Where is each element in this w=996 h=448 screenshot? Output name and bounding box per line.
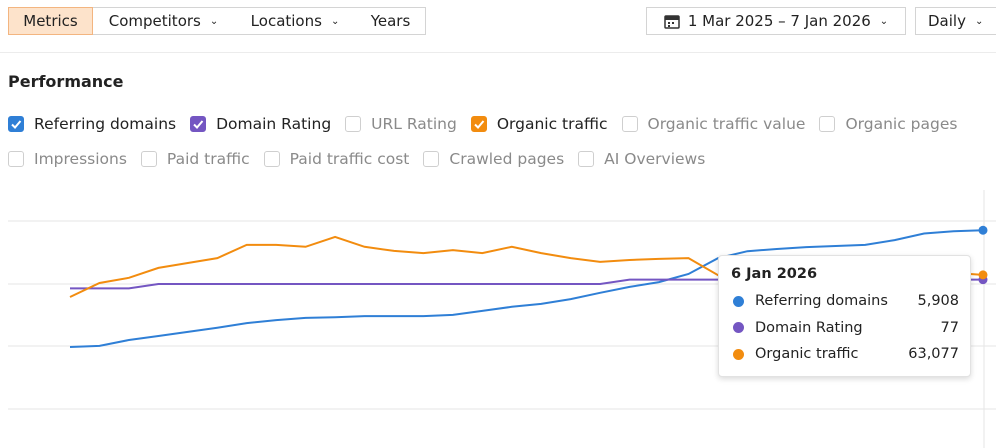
series-line <box>69 229 984 348</box>
checkbox[interactable] <box>190 116 207 132</box>
tooltip-row: Domain Rating 77 <box>733 320 959 336</box>
metric-toggle[interactable]: URL Rating <box>345 115 457 133</box>
tab-label: Locations <box>250 12 322 30</box>
tooltip-series: Domain Rating <box>755 319 863 336</box>
metric-toggle[interactable]: Paid traffic <box>140 150 250 168</box>
metric-label: Domain Rating <box>216 115 332 133</box>
metric-toggle[interactable]: AI Overviews <box>578 150 705 168</box>
checkbox[interactable] <box>578 151 595 167</box>
legend-dot <box>733 348 744 360</box>
chevron: ⌄ <box>330 15 340 27</box>
metric-toggle[interactable]: Domain Rating <box>190 115 331 133</box>
end-point <box>978 270 988 280</box>
legend-dot <box>733 295 744 307</box>
divider <box>0 52 996 53</box>
chevron: ⌄ <box>974 15 984 27</box>
section-title: Performance <box>8 72 124 91</box>
tooltip-series: Organic traffic <box>755 346 859 362</box>
metric-label: Paid traffic <box>166 150 250 168</box>
metric-toggle[interactable]: Paid traffic cost <box>263 150 410 168</box>
metric-label: Referring domains <box>34 115 177 133</box>
metric-row: Impressions Paid traffic Paid traffic cost… <box>8 150 705 168</box>
end-point <box>978 225 988 235</box>
tab[interactable]: Years <box>356 7 426 35</box>
legend-dot <box>733 322 744 333</box>
metric-label: Organic traffic <box>496 115 608 133</box>
check-icon <box>193 120 204 129</box>
checkbox[interactable] <box>345 116 362 132</box>
checkbox[interactable] <box>621 116 638 132</box>
tab[interactable]: Locations ⌄ <box>234 7 357 35</box>
tab-label: Years <box>370 12 411 30</box>
chevron: ⌄ <box>209 15 219 27</box>
checkbox[interactable] <box>819 116 836 132</box>
metric-label: URL Rating <box>371 115 457 133</box>
checkbox[interactable] <box>8 151 24 167</box>
metric-toggle[interactable]: Referring domains <box>8 115 176 133</box>
tab[interactable]: Competitors ⌄ <box>93 7 235 35</box>
tooltip: 6 Jan 2026 Referring domains 5,908 Domain … <box>718 255 971 377</box>
tab-label: Competitors <box>108 12 201 30</box>
date-range: 1 Mar 2025 – 7 Jan 2026 <box>687 12 871 30</box>
tooltip-value: 63,077 <box>908 346 959 362</box>
check-icon <box>11 120 22 129</box>
metric-toggle[interactable]: Organic traffic value <box>621 115 806 133</box>
chevron: ⌄ <box>879 15 889 27</box>
metric-toggle[interactable]: Impressions <box>8 150 127 168</box>
checkbox[interactable] <box>470 116 487 132</box>
metric-label: Paid traffic cost <box>289 150 410 168</box>
metric-label: Crawled pages <box>449 150 565 168</box>
calendar-icon <box>664 15 680 29</box>
tooltip-value: 77 <box>940 319 959 336</box>
metric-toggle[interactable]: Organic pages <box>819 115 957 133</box>
checkbox[interactable] <box>140 151 157 167</box>
metric-label: Impressions <box>34 150 127 168</box>
metric-toggle[interactable]: Organic traffic <box>470 115 608 133</box>
tooltip-date: 6 Jan 2026 <box>731 266 818 282</box>
checkbox[interactable] <box>263 151 280 167</box>
tooltip-row: Organic traffic 63,077 <box>733 346 959 362</box>
checkbox[interactable] <box>423 151 440 167</box>
tooltip-row: Referring domains 5,908 <box>733 293 959 309</box>
tab-label: Metrics <box>23 12 78 30</box>
checkbox[interactable] <box>8 116 24 132</box>
tooltip-value: 5,908 <box>917 293 959 309</box>
metric-label: Organic traffic value <box>647 115 806 133</box>
interval-button[interactable]: Daily ⌄ <box>915 7 996 35</box>
check-icon <box>474 120 485 129</box>
interval: Daily <box>928 12 966 30</box>
date-range-button[interactable]: 1 Mar 2025 – 7 Jan 2026 ⌄ <box>646 7 906 35</box>
metric-row: Referring domains Domain Rating URL Rating… <box>8 115 957 133</box>
metric-toggle[interactable]: Crawled pages <box>423 150 564 168</box>
metric-label: Organic pages <box>845 115 958 133</box>
tab[interactable]: Metrics <box>8 7 93 35</box>
metric-label: AI Overviews <box>604 150 706 168</box>
tooltip-series: Referring domains <box>755 293 888 309</box>
